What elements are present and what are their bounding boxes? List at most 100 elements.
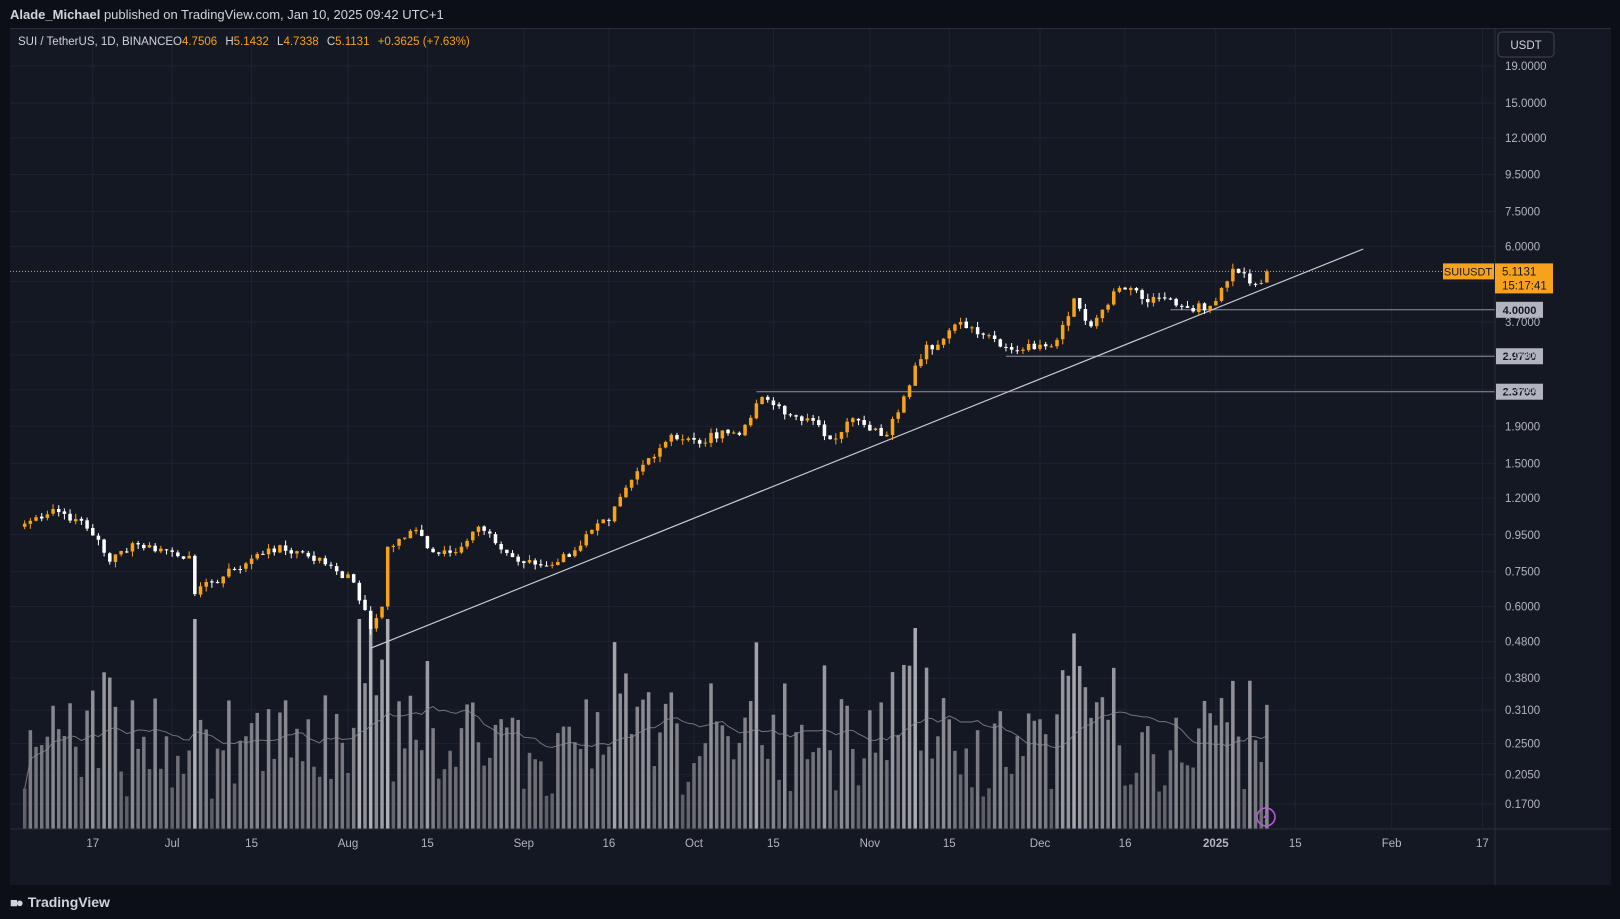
time-tick-label: Nov: [860, 838, 881, 850]
time-tick-label: Jul: [165, 838, 180, 850]
volume-bar: [544, 795, 549, 829]
volume-bar: [964, 748, 969, 829]
legend-high: 5.1432: [234, 36, 269, 48]
volume-bar: [851, 748, 855, 829]
candle-body: [1202, 303, 1207, 311]
candle-body: [958, 322, 963, 325]
price-tick-label: 1.5000: [1505, 458, 1540, 470]
volume-bar: [476, 742, 481, 829]
volume-bar: [340, 742, 345, 829]
volume-bar: [584, 699, 588, 829]
volume-bar: [1219, 698, 1224, 829]
candle-body: [419, 529, 424, 536]
volume-bar: [754, 642, 759, 829]
volume-bar: [522, 788, 526, 829]
candle-body: [743, 424, 747, 436]
horizontal-levels: 4.0000 2.9730 2.3700: [756, 301, 1543, 400]
candle-body: [1259, 282, 1263, 284]
candle-body: [1219, 287, 1224, 301]
candle-body: [295, 551, 299, 554]
candle-body: [709, 432, 713, 443]
volume-bar: [845, 705, 849, 829]
candle-body: [499, 544, 503, 550]
candle-body: [1174, 298, 1178, 306]
price-tick-label: 0.1700: [1505, 799, 1540, 811]
candle-body: [102, 539, 106, 553]
volume-bar: [147, 769, 152, 829]
price-chart[interactable]: 4.0000 2.9730 2.3700 19.0000 15.0000 12.0000…: [10, 29, 1611, 886]
candle-body: [1009, 347, 1014, 350]
time-tick-label: 15: [767, 838, 780, 850]
candle-body: [334, 566, 339, 572]
candle-body: [79, 518, 84, 521]
volume-bar: [907, 665, 912, 829]
candle-body: [278, 545, 282, 553]
volume-bar: [1021, 756, 1025, 829]
volume-bars: [22, 619, 1269, 829]
volume-bar: [919, 750, 923, 829]
price-tick-label: 0.3100: [1505, 705, 1540, 717]
price-tick-label: 6.0000: [1505, 241, 1540, 253]
volume-bar: [975, 730, 980, 829]
candle-body: [590, 529, 594, 534]
candle-body: [73, 519, 78, 522]
legend-symbol[interactable]: SUI / TetherUS, 1D, BINANCE: [18, 36, 173, 48]
candle-body: [516, 556, 520, 562]
volume-bar: [1038, 719, 1042, 829]
price-tick-label: 3.0000: [1505, 350, 1540, 362]
candle-body: [170, 550, 174, 552]
candle-body: [125, 551, 129, 553]
volume-bar: [800, 724, 804, 829]
volume-bar: [102, 672, 106, 829]
volume-bar: [1083, 687, 1088, 829]
candle-body: [402, 537, 407, 539]
author-name[interactable]: Alade_Michael: [10, 7, 101, 22]
trendline: [370, 248, 1364, 649]
price-tick-label: 0.3800: [1505, 673, 1540, 685]
volume-bar: [1174, 717, 1178, 829]
candle-body: [862, 420, 866, 425]
candle-body: [697, 440, 702, 444]
volume-bar: [760, 745, 764, 829]
volume-bar: [79, 776, 84, 829]
volume-bar: [261, 771, 265, 829]
candle-body: [800, 416, 804, 421]
volume-bar: [1015, 736, 1020, 829]
volume-bar: [817, 747, 821, 829]
price-tick-label: 1.2000: [1505, 493, 1540, 505]
volume-bar: [896, 734, 900, 829]
lightning-bolt-icon[interactable]: [1256, 807, 1276, 827]
candle-body: [998, 339, 1003, 347]
candle-body: [771, 400, 776, 406]
candle-body: [56, 509, 61, 513]
candle-body: [1117, 287, 1122, 292]
candle-body: [1208, 305, 1212, 310]
candle-body: [1083, 308, 1088, 321]
candle-body: [714, 432, 719, 439]
volume-bar: [703, 743, 708, 829]
volume-bar: [987, 788, 991, 829]
volume-bar: [471, 702, 475, 829]
tradingview-logo[interactable]: ■● TradingView: [10, 893, 110, 911]
currency-button[interactable]: USDT: [1497, 31, 1555, 58]
volume-bar: [351, 727, 356, 829]
candle-body: [442, 550, 447, 554]
volume-bar: [675, 723, 679, 829]
candle-body: [62, 511, 67, 514]
volume-bar: [221, 750, 225, 829]
candle-body: [1094, 317, 1099, 327]
candle-body: [720, 430, 725, 439]
candle-body: [431, 548, 435, 553]
candle-body: [913, 365, 917, 386]
candle-body: [1089, 321, 1093, 327]
chart-frame[interactable]: 4.0000 2.9730 2.3700 19.0000 15.0000 12.0000…: [10, 28, 1611, 886]
volume-bar: [1049, 788, 1054, 829]
candle-body: [1106, 304, 1110, 310]
volume-bar: [658, 732, 662, 829]
volume-bar: [1197, 728, 1201, 829]
volume-bar: [125, 796, 129, 829]
volume-bar: [85, 710, 89, 829]
candle-body: [805, 418, 810, 421]
price-tick-label: 0.9500: [1505, 530, 1540, 542]
volume-bar: [635, 706, 640, 829]
